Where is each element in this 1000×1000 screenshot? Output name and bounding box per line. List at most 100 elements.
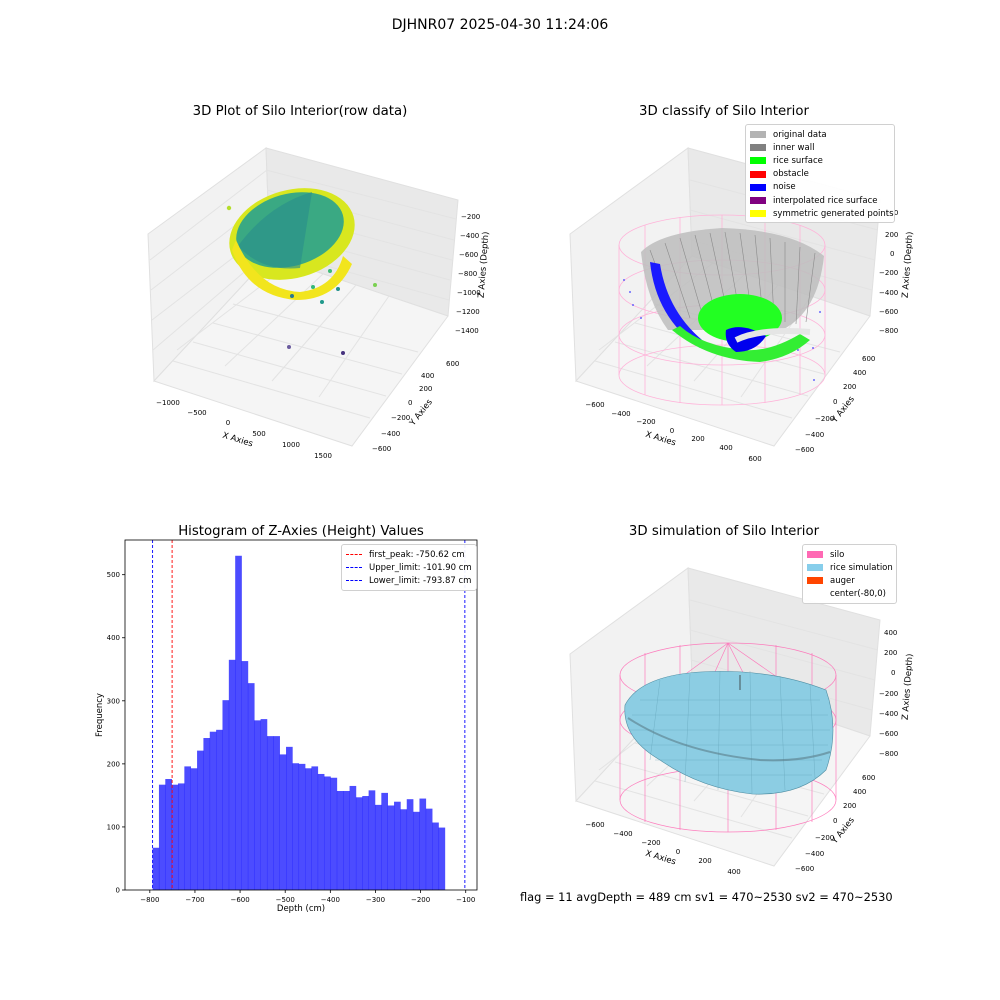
histogram-bars	[152, 555, 446, 890]
raw-ytick: −200	[391, 414, 410, 422]
histogram-bar	[197, 750, 204, 890]
histogram-bar	[235, 555, 242, 890]
legend-swatch	[750, 183, 766, 191]
legend-swatch	[750, 210, 766, 218]
legend-item-auger: auger	[807, 574, 892, 587]
histogram-bar	[425, 808, 433, 890]
status-footer: flag = 11 avgDepth = 489 cm sv1 = 470~25…	[520, 890, 893, 904]
legend-item-original-data: original data	[750, 128, 890, 141]
classify-xtick: −200	[636, 418, 655, 426]
histogram-bar	[216, 729, 223, 890]
histogram-xtick-label: −700	[185, 896, 204, 904]
raw-x-label: X Axies	[221, 431, 254, 450]
classify-ztick: −200	[879, 269, 898, 277]
raw-outlier-points	[226, 205, 377, 355]
raw-ztick: −600	[459, 251, 478, 259]
legend-item-center: center(-80,0)	[807, 588, 892, 601]
histogram-title: Histogram of Z-Axies (Height) Values	[178, 524, 424, 539]
histogram-bar	[203, 738, 211, 890]
raw-xtick: −500	[187, 409, 206, 417]
histogram-xtick-label: −500	[276, 896, 295, 904]
histogram-ytick-label: 500	[107, 571, 120, 579]
classify-legend: original data inner wall rice surface ob…	[745, 124, 895, 224]
raw-ytick: −600	[372, 445, 391, 453]
legend-item-rice-simulation: rice simulation	[807, 561, 893, 574]
classify-ytick: −600	[795, 446, 814, 454]
raw-xtick: 0	[226, 419, 230, 427]
raw-y-ticks: −600 −400 −200 0 200 400 600	[372, 360, 459, 453]
histogram-xtick-label: −100	[456, 896, 475, 904]
raw-z-ticks: −200 −400 −600 −800 −1000 −1200 −1400	[455, 213, 481, 335]
histogram-xtick-label: −600	[230, 896, 249, 904]
simulation-ztick: 400	[884, 629, 897, 637]
classify-xtick: 400	[719, 444, 732, 452]
histogram-bar	[152, 847, 160, 890]
classify-ytick: 200	[843, 383, 856, 391]
histogram-bar	[362, 796, 369, 890]
classify-xtick: 600	[748, 455, 761, 463]
raw-3d-plot: −1000 −500 0 500 1000 1500 X Axies −600 …	[147, 147, 491, 460]
histogram-chart: −800 −700 −600 −500 −400 −300 −200 −100 0 100 200…	[95, 539, 478, 914]
classify-xtick: 0	[670, 427, 674, 435]
histogram-ytick-label: 300	[107, 697, 120, 705]
histogram-bar	[266, 736, 274, 890]
simulation-ztick: −800	[879, 750, 898, 758]
legend-item-interpolated-rice-surface: interpolated rice surface	[750, 194, 890, 207]
histogram-bar	[330, 777, 338, 890]
histogram-bar	[374, 804, 382, 890]
histogram-bar	[413, 811, 420, 890]
histogram-bar	[247, 683, 255, 890]
histogram-bar	[279, 754, 287, 890]
histogram-ytick-label: 100	[107, 823, 120, 831]
raw-xtick: 1000	[282, 441, 300, 449]
legend-item-lower-limit: Lower_limit: -793.87 cm	[346, 574, 472, 587]
legend-item-noise: noise	[750, 181, 890, 194]
raw-floor-pane	[153, 255, 449, 447]
histogram-bar	[178, 783, 185, 890]
legend-swatch	[750, 197, 766, 205]
simulation-xtick: −600	[585, 821, 604, 829]
histogram-bar	[432, 822, 439, 890]
raw-ztick: −1400	[455, 327, 479, 335]
histogram-bar	[228, 659, 236, 890]
classify-noise-points	[623, 279, 821, 381]
histogram-bar	[394, 801, 401, 890]
classify-x-ticks: −600 −400 −200 0 200 400 600	[585, 401, 761, 463]
raw-bowl-front	[232, 240, 352, 300]
classify-y-ticks: −600 −400 −200 0 200 400 600	[795, 355, 875, 454]
histogram-bar	[171, 784, 179, 890]
histogram-ytick-label: 0	[116, 887, 120, 895]
simulation-ztick: 0	[891, 669, 895, 677]
classify-plot-title: 3D classify of Silo Interior	[639, 104, 809, 119]
raw-xtick: 500	[252, 430, 265, 438]
simulation-rice-fold	[627, 717, 831, 762]
histogram-bar	[336, 790, 344, 890]
simulation-ytick: 0	[833, 817, 837, 825]
raw-x-ticks: −1000 −500 0 500 1000 1500	[156, 399, 332, 460]
histogram-y-label: Frequency	[95, 693, 105, 737]
classify-z-label: Z Axies (Depth)	[901, 231, 916, 298]
raw-ytick: 600	[446, 360, 459, 368]
simulation-z-label: Z Axies (Depth)	[901, 653, 916, 720]
raw-ztick: −400	[460, 232, 479, 240]
histogram-bar	[324, 776, 331, 890]
raw-xtick: −1000	[156, 399, 180, 407]
legend-swatch	[750, 157, 766, 165]
legend-item-symmetric-generated-points: symmetric generated points	[750, 207, 894, 220]
simulation-ytick: 400	[853, 788, 866, 796]
histogram-x-label: Depth (cm)	[277, 904, 325, 914]
simulation-xtick: −400	[613, 830, 632, 838]
raw-ztick: −1000	[457, 289, 481, 297]
histogram-bar	[165, 779, 172, 890]
classify-ztick: −600	[879, 308, 898, 316]
legend-swatch	[807, 590, 823, 598]
histogram-bar	[438, 827, 446, 890]
legend-swatch	[807, 551, 823, 559]
simulation-ztick: −600	[879, 730, 898, 738]
legend-item-first-peak: first_peak: -750.62 cm	[346, 548, 472, 561]
legend-swatch	[807, 577, 823, 585]
histogram-bar	[387, 805, 395, 890]
simulation-y-ticks: −600 −400 −200 0 200 400 600	[795, 774, 875, 873]
histogram-x-ticks: −800 −700 −600 −500 −400 −300 −200 −100	[140, 890, 475, 904]
histogram-bar	[260, 719, 268, 890]
